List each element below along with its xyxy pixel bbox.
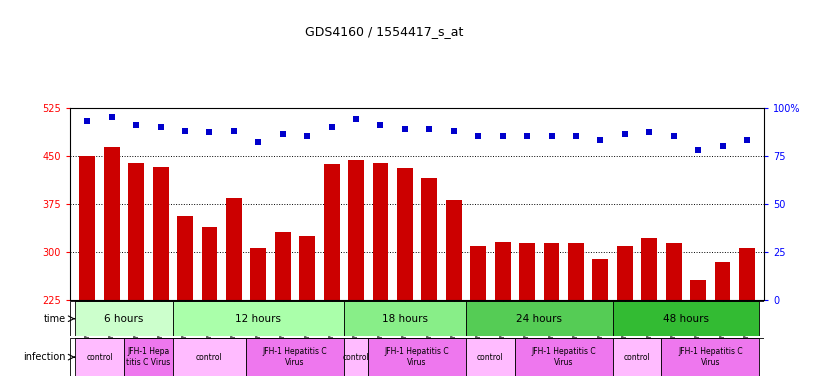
Bar (324, 164, 339, 300)
Bar (75, 338, 124, 376)
Point (496, 133, 510, 139)
Bar (348, 160, 364, 300)
Text: GDS4160 / 1554417_s_at: GDS4160 / 1554417_s_at (305, 25, 463, 38)
Point (349, 116, 363, 122)
Bar (299, 235, 316, 300)
Text: JFH-1 Hepatitis C
Virus: JFH-1 Hepatitis C Virus (678, 348, 743, 367)
Point (618, 131, 631, 137)
Text: 48 hours: 48 hours (663, 314, 709, 324)
Bar (275, 232, 291, 300)
Bar (592, 258, 608, 300)
Bar (79, 156, 95, 300)
Text: control: control (477, 353, 504, 362)
Point (520, 133, 534, 139)
Bar (666, 243, 681, 300)
Point (154, 124, 167, 130)
Text: 12 hours: 12 hours (235, 314, 282, 324)
Text: JFH-1 Hepatitis C
Virus: JFH-1 Hepatitis C Virus (263, 348, 327, 367)
Point (105, 114, 118, 120)
Text: control: control (343, 353, 369, 362)
Bar (226, 199, 242, 300)
Bar (177, 216, 193, 300)
Bar (246, 338, 344, 376)
Bar (344, 301, 466, 336)
Text: 18 hours: 18 hours (382, 314, 428, 324)
Bar (446, 200, 462, 300)
Point (472, 133, 485, 139)
Point (716, 143, 729, 149)
Text: 6 hours: 6 hours (104, 314, 144, 324)
Point (325, 124, 338, 130)
Bar (613, 338, 662, 376)
Bar (495, 242, 510, 300)
Bar (691, 280, 706, 300)
Bar (104, 147, 120, 300)
Text: 24 hours: 24 hours (516, 314, 563, 324)
Bar (75, 301, 173, 336)
Bar (519, 243, 535, 300)
Point (740, 137, 753, 143)
Point (130, 122, 143, 128)
Point (447, 127, 460, 134)
Bar (739, 248, 755, 300)
Bar (368, 338, 466, 376)
Point (301, 133, 314, 139)
Bar (128, 163, 144, 300)
Point (227, 127, 240, 134)
Bar (613, 301, 759, 336)
Bar (544, 243, 559, 300)
Bar (421, 178, 437, 300)
Bar (641, 238, 657, 300)
Text: control: control (86, 353, 113, 362)
Point (643, 129, 656, 136)
Bar (373, 163, 388, 300)
Bar (124, 338, 173, 376)
Point (691, 147, 705, 153)
Text: infection: infection (24, 352, 66, 362)
Text: JFH-1 Hepatitis C
Virus: JFH-1 Hepatitis C Virus (531, 348, 596, 367)
Point (423, 126, 436, 132)
Point (545, 133, 558, 139)
Text: control: control (196, 353, 223, 362)
Bar (617, 247, 633, 300)
Bar (173, 301, 344, 336)
Bar (153, 167, 169, 300)
Point (203, 129, 216, 136)
Bar (515, 338, 613, 376)
Point (81, 118, 94, 124)
Bar (714, 262, 730, 300)
Point (178, 127, 192, 134)
Bar (466, 338, 515, 376)
Text: JFH-1 Hepatitis C
Virus: JFH-1 Hepatitis C Virus (385, 348, 449, 367)
Bar (470, 247, 487, 300)
Bar (250, 248, 266, 300)
Bar (662, 338, 759, 376)
Bar (466, 301, 613, 336)
Bar (202, 227, 217, 300)
Bar (173, 338, 246, 376)
Bar (397, 168, 413, 300)
Bar (344, 338, 368, 376)
Point (667, 133, 681, 139)
Text: time: time (44, 314, 66, 324)
Point (569, 133, 582, 139)
Point (252, 139, 265, 145)
Point (398, 126, 411, 132)
Text: control: control (624, 353, 650, 362)
Text: JFH-1 Hepa
titis C Virus: JFH-1 Hepa titis C Virus (126, 348, 170, 367)
Bar (568, 243, 584, 300)
Point (276, 131, 289, 137)
Point (374, 122, 387, 128)
Point (594, 137, 607, 143)
